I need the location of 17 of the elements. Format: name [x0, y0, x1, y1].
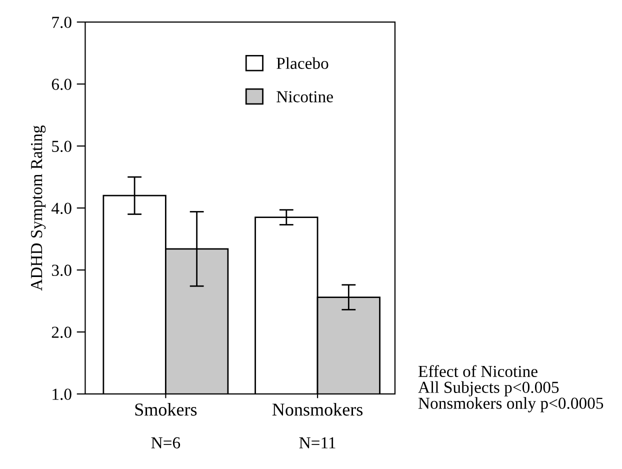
x-tick-label: Nonsmokers — [272, 402, 363, 416]
text: Nonsmokers only p<0.0005 — [418, 397, 604, 412]
y-axis-title: ADHD Symptom Rating — [31, 125, 46, 291]
text: N=6 — [151, 437, 180, 448]
text: N=11 — [299, 437, 336, 448]
y-tick-label: 3.0 — [52, 264, 72, 276]
legend-label: Nicotine — [276, 91, 333, 102]
text: All Subjects p<0.005 — [418, 381, 559, 396]
y-tick-label: 7.0 — [52, 16, 72, 28]
text: Effect of Nicotine — [418, 365, 538, 378]
legend-label: Placebo — [276, 57, 328, 69]
y-tick-label: 6.0 — [52, 78, 72, 90]
y-tick-label: 4.0 — [52, 202, 72, 214]
y-tick-label: 2.0 — [52, 326, 72, 338]
y-tick-label: 1.0 — [52, 388, 72, 400]
x-tick-label: Smokers — [135, 402, 197, 416]
y-tick-label: 5.0 — [52, 140, 72, 152]
